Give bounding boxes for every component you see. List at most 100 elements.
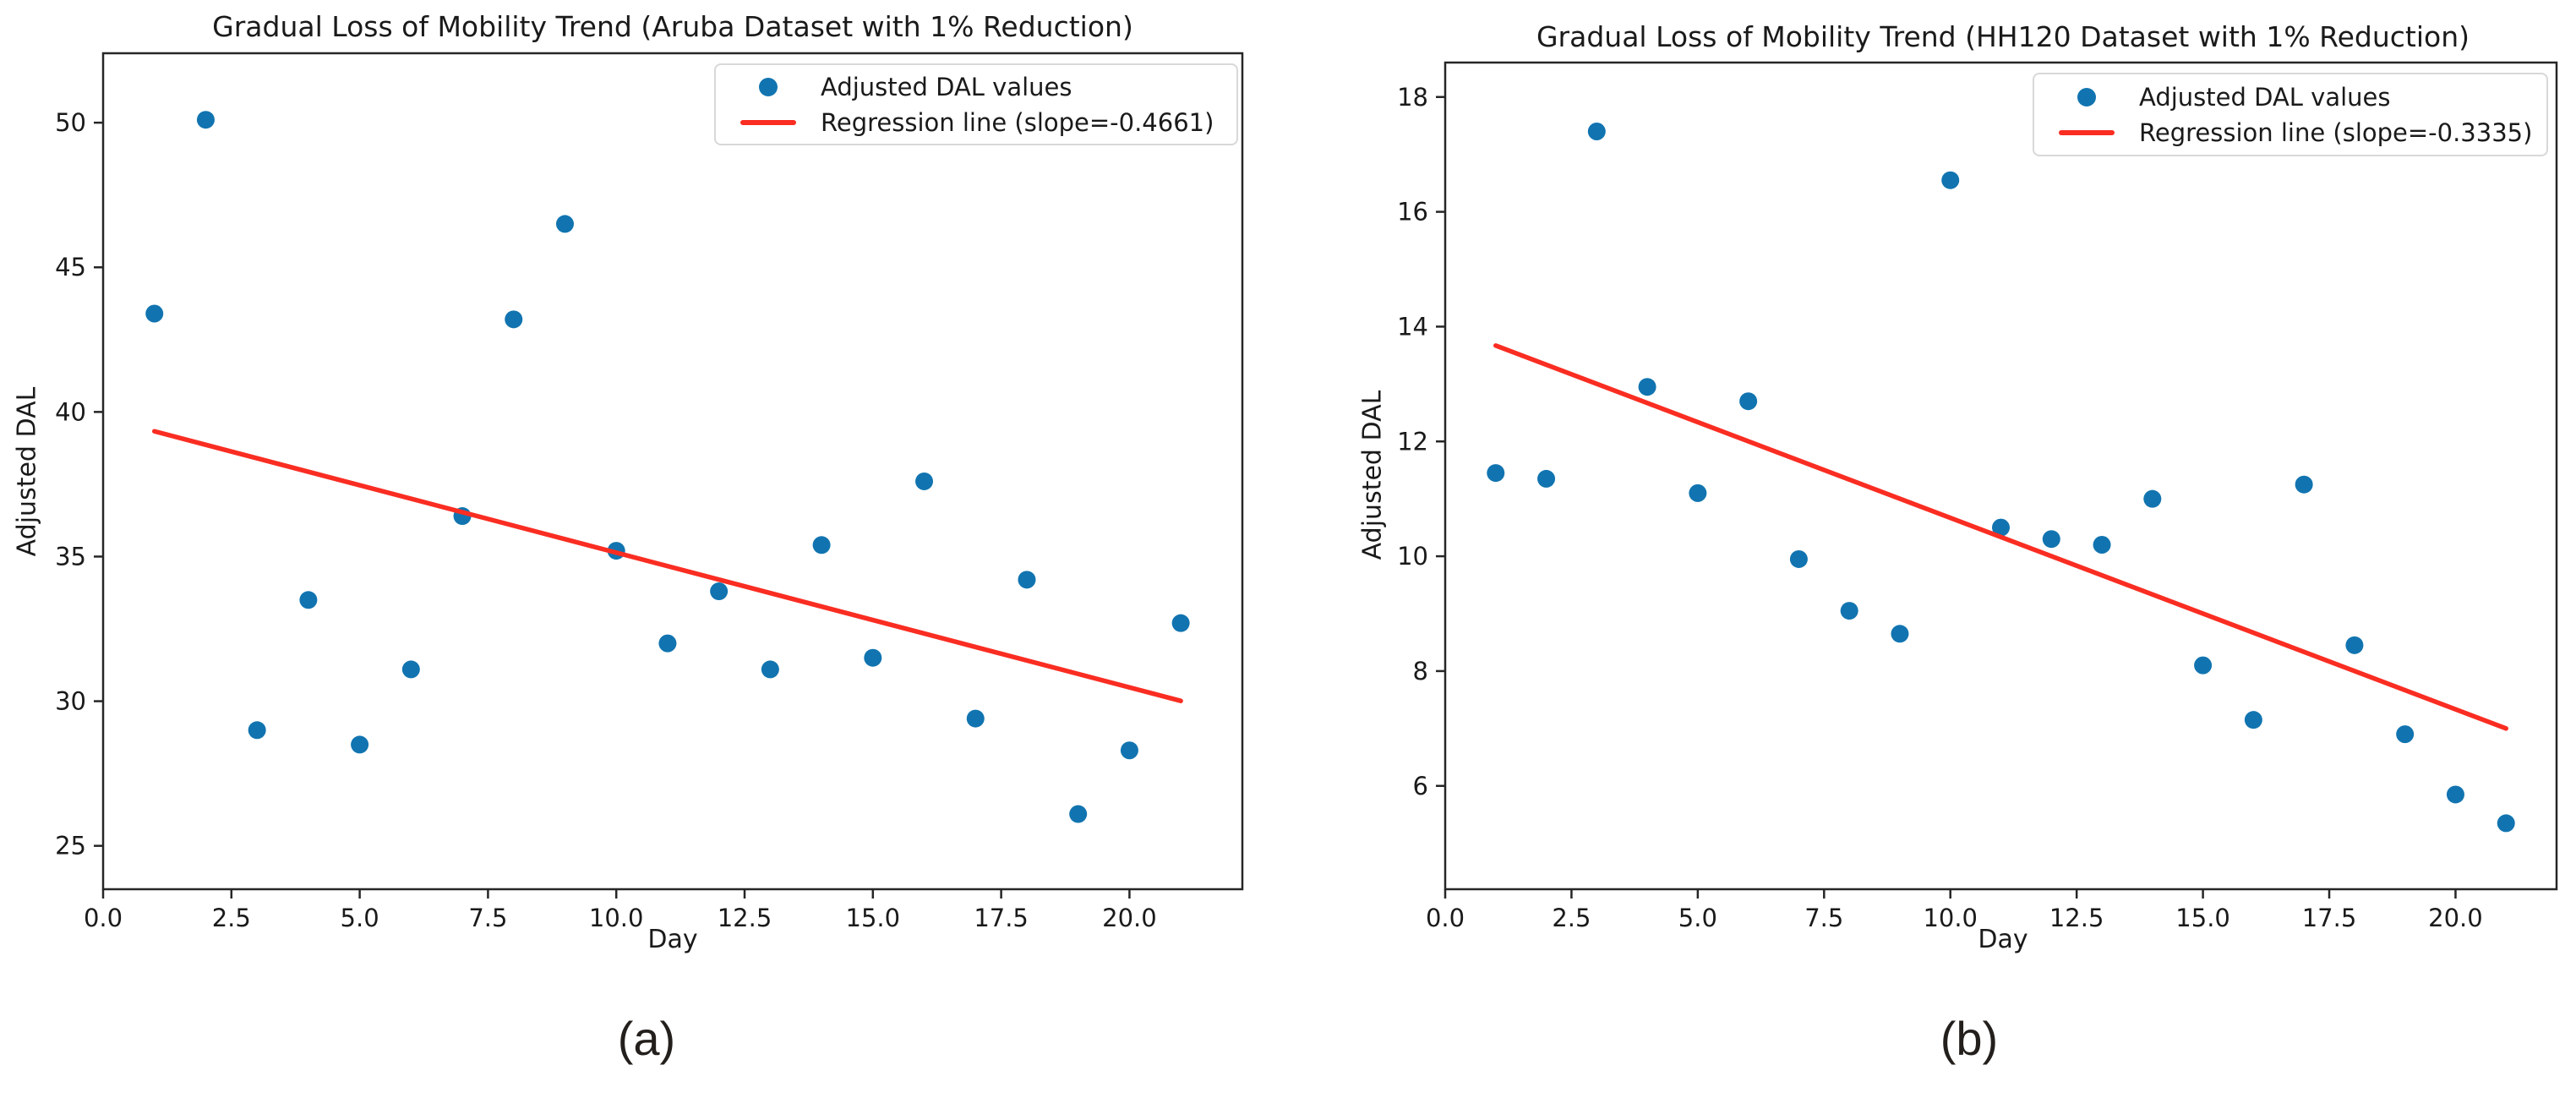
- panel-caption-a: (a): [617, 1012, 676, 1065]
- x-axis-label: Day: [1978, 925, 2028, 954]
- x-tick-label: 17.5: [2302, 904, 2357, 932]
- scatter-marker-icon: [2077, 87, 2096, 107]
- x-tick-label: 17.5: [974, 904, 1029, 932]
- y-tick-label: 14: [1397, 312, 1428, 341]
- data-point: [2345, 636, 2364, 654]
- data-point: [1018, 571, 1036, 589]
- data-point: [401, 660, 420, 679]
- data-point: [1069, 805, 1088, 823]
- x-tick-label: 7.5: [1804, 904, 1843, 932]
- axes-spines: [1444, 61, 2558, 891]
- legend: Adjusted DAL values Regression line (slo…: [2033, 73, 2548, 156]
- data-point: [2446, 785, 2464, 804]
- x-tick-label: 2.5: [1552, 904, 1591, 932]
- x-tick-label: 10.0: [1923, 904, 1978, 932]
- data-point: [1487, 464, 1505, 483]
- legend: Adjusted DAL values Regression line (slo…: [714, 63, 1238, 145]
- legend-entry-line: Regression line (slope=-0.3335): [2034, 118, 2546, 147]
- data-point: [2143, 489, 2162, 508]
- axes-spines: [101, 52, 1244, 891]
- y-tick-label: 6: [1413, 772, 1428, 800]
- data-point: [2396, 725, 2415, 744]
- y-tick-label: 12: [1397, 427, 1428, 456]
- x-tick-label: 5.0: [341, 904, 379, 932]
- data-point: [915, 472, 934, 490]
- x-tick-label: 10.0: [589, 904, 644, 932]
- x-axis-label: Day: [647, 925, 698, 954]
- chart-panel-b: 0.0 2.5 5.0 7.5 10.0 12.5 15.0 17.5 20.0 6 8 10 12 14…: [1288, 0, 2576, 1098]
- data-point: [761, 660, 779, 679]
- data-point: [1739, 392, 1758, 411]
- x-tick-label: 15.0: [846, 904, 901, 932]
- x-tick-label: 0.0: [1426, 904, 1465, 932]
- scatter-points: [1487, 123, 2515, 833]
- data-point: [864, 648, 882, 667]
- y-tick-label: 8: [1413, 657, 1428, 686]
- x-tick-label: 0.0: [84, 904, 123, 932]
- chart-panel-a: 0.0 2.5 5.0 7.5 10.0 12.5 15.0 17.5 20.0 25 30 35 40…: [12, 10, 1244, 1065]
- y-tick-label: 45: [55, 253, 86, 281]
- legend-label-line: Regression line (slope=-0.3335): [2139, 117, 2533, 147]
- data-point: [2244, 711, 2262, 729]
- y-tick-label: 50: [55, 108, 86, 137]
- data-point: [145, 304, 164, 323]
- data-point: [2295, 475, 2313, 494]
- x-tick-label: 12.5: [2049, 904, 2104, 932]
- regression-line: [151, 429, 1183, 703]
- data-point: [1120, 741, 1138, 760]
- data-point: [1941, 171, 1960, 189]
- data-point: [2194, 656, 2213, 675]
- data-point: [2497, 814, 2515, 833]
- regression-line-icon: [740, 119, 796, 125]
- data-point: [1891, 625, 1909, 643]
- x-tick-label: 5.0: [1678, 904, 1717, 932]
- data-point: [2042, 530, 2060, 549]
- data-point: [966, 709, 985, 728]
- data-point: [505, 310, 523, 329]
- data-point: [248, 721, 266, 740]
- regression-line-icon: [2059, 129, 2115, 135]
- scatter-points: [145, 111, 1190, 823]
- x-tick-label: 12.5: [718, 904, 772, 932]
- axis-ticks: 0.0 2.5 5.0 7.5 10.0 12.5 15.0 17.5 20.0 25 30 35 40…: [55, 108, 1157, 932]
- data-point: [1789, 549, 1808, 568]
- y-tick-label: 40: [55, 397, 86, 426]
- plot-area-b: 0.0 2.5 5.0 7.5 10.0 12.5 15.0 17.5 20.0 6 8 10 12 14…: [1397, 61, 2558, 932]
- data-point: [196, 111, 215, 129]
- y-tick-label: 10: [1397, 542, 1428, 571]
- data-point: [1587, 123, 1606, 140]
- chart-title: Gradual Loss of Mobility Trend (Aruba Da…: [212, 10, 1133, 43]
- legend-entry-points: Adjusted DAL values: [2034, 83, 2546, 112]
- x-tick-label: 15.0: [2175, 904, 2230, 932]
- y-tick-label: 16: [1397, 198, 1428, 227]
- y-axis-label: Adjusted DAL: [12, 386, 42, 557]
- data-point: [1992, 518, 2010, 537]
- x-tick-label: 20.0: [2428, 904, 2483, 932]
- axis-ticks: 0.0 2.5 5.0 7.5 10.0 12.5 15.0 17.5 20.0 6 8 10 12 14…: [1397, 83, 2483, 932]
- data-point: [2093, 536, 2111, 554]
- y-tick-label: 35: [55, 542, 86, 571]
- legend-label-points: Adjusted DAL values: [2139, 82, 2391, 112]
- legend-label-line: Regression line (slope=-0.4661): [821, 107, 1214, 137]
- data-point: [1171, 614, 1190, 632]
- legend-entry-line: Regression line (slope=-0.4661): [716, 108, 1236, 137]
- legend-label-points: Adjusted DAL values: [821, 72, 1072, 101]
- data-point: [555, 215, 574, 233]
- data-point: [1840, 602, 1858, 620]
- y-tick-label: 30: [55, 687, 86, 716]
- panel-caption-b: (b): [1940, 1012, 1999, 1065]
- data-point: [812, 536, 831, 554]
- y-axis-label: Adjusted DAL: [1357, 390, 1388, 560]
- data-point: [299, 591, 318, 609]
- legend-entry-points: Adjusted DAL values: [716, 73, 1236, 101]
- regression-line: [1493, 343, 2508, 731]
- chart-title: Gradual Loss of Mobility Trend (HH120 Da…: [1536, 20, 2470, 53]
- data-point: [1537, 469, 1556, 488]
- plot-area-a: 0.0 2.5 5.0 7.5 10.0 12.5 15.0 17.5 20.0 25 30 35 40…: [55, 52, 1244, 932]
- data-point: [351, 735, 369, 754]
- data-point: [1638, 378, 1656, 396]
- x-tick-label: 2.5: [212, 904, 251, 932]
- data-point: [658, 634, 677, 653]
- scatter-marker-icon: [759, 77, 778, 96]
- data-point: [710, 582, 729, 601]
